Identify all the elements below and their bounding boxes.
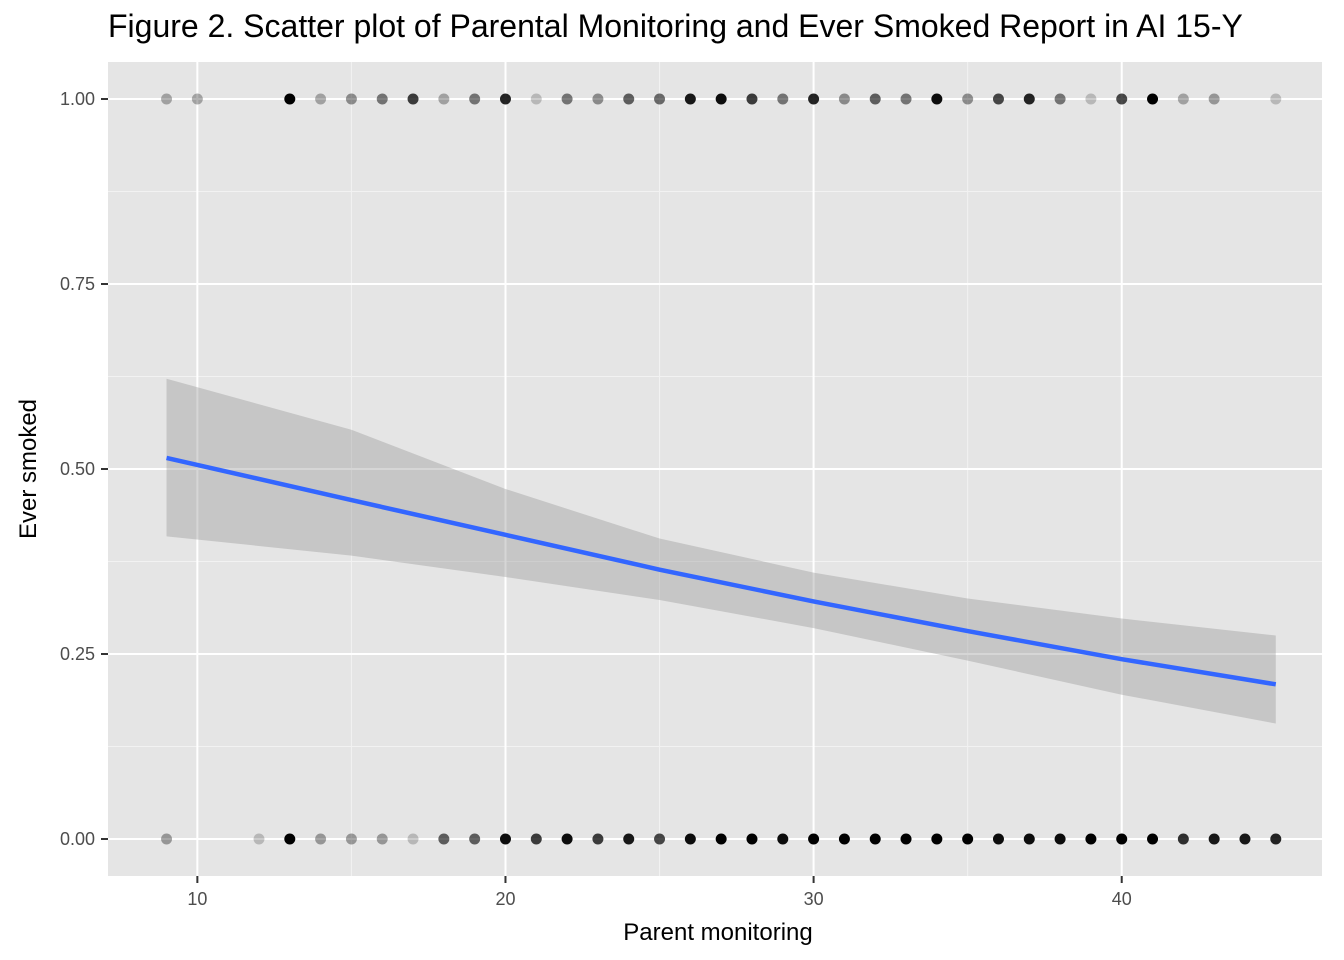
data-point: [469, 93, 481, 105]
data-point: [530, 93, 542, 105]
data-point: [376, 93, 388, 105]
x-tick-label: 30: [804, 889, 824, 909]
data-point: [715, 833, 727, 845]
data-point: [869, 93, 881, 105]
data-point: [499, 93, 511, 105]
data-point: [1177, 93, 1189, 105]
data-point: [1208, 833, 1220, 845]
data-point: [1147, 833, 1159, 845]
data-point: [315, 93, 327, 105]
data-point: [438, 93, 450, 105]
chart-title: Figure 2. Scatter plot of Parental Monit…: [108, 8, 1243, 44]
data-point: [253, 833, 265, 845]
data-point: [654, 93, 666, 105]
data-point: [438, 833, 450, 845]
data-point: [808, 93, 820, 105]
data-point: [777, 833, 789, 845]
y-axis-title: Ever smoked: [15, 399, 42, 539]
x-axis-title: Parent monitoring: [623, 919, 812, 946]
y-tick-label: 1.00: [60, 89, 95, 109]
data-point: [1054, 93, 1066, 105]
data-point: [777, 93, 789, 105]
data-point: [284, 93, 296, 105]
y-tick-label: 0.25: [60, 644, 95, 664]
data-point: [715, 93, 727, 105]
data-point: [1116, 93, 1128, 105]
data-points: [161, 93, 1282, 845]
data-point: [1116, 833, 1128, 845]
data-point: [499, 833, 511, 845]
data-point: [592, 93, 604, 105]
data-point: [315, 833, 327, 845]
data-point: [1023, 93, 1035, 105]
data-point: [592, 833, 604, 845]
data-point: [900, 833, 912, 845]
data-point: [561, 833, 573, 845]
data-point: [962, 93, 974, 105]
data-point: [1208, 93, 1220, 105]
data-point: [931, 93, 943, 105]
x-tick-label: 40: [1112, 889, 1132, 909]
data-point: [623, 93, 635, 105]
data-point: [284, 833, 296, 845]
data-point: [900, 93, 912, 105]
data-point: [561, 93, 573, 105]
data-point: [962, 833, 974, 845]
data-point: [530, 833, 542, 845]
data-point: [407, 833, 419, 845]
data-point: [191, 93, 203, 105]
data-point: [1054, 833, 1066, 845]
y-tick-label: 0.75: [60, 274, 95, 294]
data-point: [869, 833, 881, 845]
y-tick-label: 0.50: [60, 459, 95, 479]
data-point: [623, 833, 635, 845]
data-point: [345, 833, 357, 845]
data-point: [684, 833, 696, 845]
data-point: [992, 833, 1004, 845]
x-tick-label: 20: [495, 889, 515, 909]
data-point: [376, 833, 388, 845]
data-point: [684, 93, 696, 105]
data-point: [1270, 93, 1282, 105]
data-point: [838, 93, 850, 105]
data-point: [161, 833, 173, 845]
y-tick-label: 0.00: [60, 829, 95, 849]
data-point: [746, 93, 758, 105]
x-tick-label: 10: [187, 889, 207, 909]
data-point: [1177, 833, 1189, 845]
data-point: [931, 833, 943, 845]
data-point: [1085, 833, 1097, 845]
data-point: [838, 833, 850, 845]
data-point: [1239, 833, 1251, 845]
data-point: [345, 93, 357, 105]
data-point: [1147, 93, 1159, 105]
data-point: [1085, 93, 1097, 105]
data-point: [469, 833, 481, 845]
fit-line: [166, 455, 1277, 687]
data-point: [1023, 833, 1035, 845]
data-point: [161, 93, 173, 105]
data-point: [407, 93, 419, 105]
data-point: [808, 833, 820, 845]
y-axis: 0.00 0.25 0.50 0.75 1.00: [60, 89, 108, 849]
data-point: [746, 833, 758, 845]
data-point: [992, 93, 1004, 105]
data-point: [1270, 833, 1282, 845]
x-axis: 10 20 30 40: [187, 876, 1132, 909]
data-point: [654, 833, 666, 845]
